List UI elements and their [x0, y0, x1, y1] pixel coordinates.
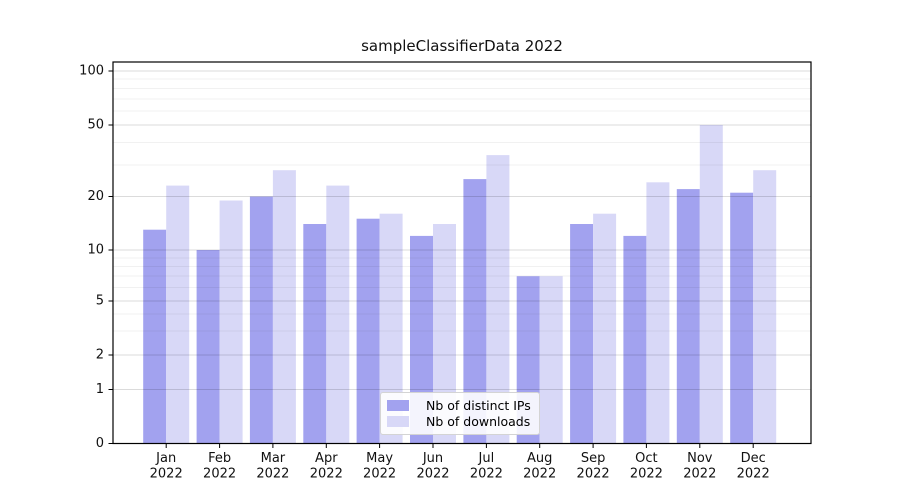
axes-spines — [112, 61, 812, 445]
bar-sep-downloads — [593, 213, 617, 444]
x-tick-label: Feb 2022 — [203, 451, 236, 482]
x-tick-label: Mar 2022 — [256, 451, 289, 482]
bar-jan-downloads — [166, 185, 190, 444]
x-tick-label: Apr 2022 — [310, 451, 343, 482]
legend-item-downloads: Nb of downloads — [387, 414, 530, 429]
bar-may-downloads — [379, 213, 403, 444]
x-tick-label: Aug 2022 — [523, 451, 556, 482]
y-tick-label: 5 — [96, 294, 104, 309]
bar-feb-distinct-ips — [196, 250, 220, 444]
bar-jan-distinct-ips — [143, 229, 167, 444]
bar-oct-downloads — [646, 182, 670, 444]
x-tick-label: Nov 2022 — [683, 451, 716, 482]
y-tick-label: 100 — [79, 64, 104, 79]
bar-jul-distinct-ips — [463, 179, 487, 444]
y-tick-label: 1 — [96, 382, 104, 397]
bar-aug-downloads — [539, 276, 563, 444]
bar-jun-distinct-ips — [410, 235, 433, 444]
legend-swatch-downloads — [387, 415, 409, 427]
y-tick-label: 10 — [87, 243, 104, 258]
bar-feb-downloads — [219, 200, 243, 444]
bar-dec-downloads — [753, 170, 777, 444]
bar-nov-distinct-ips — [676, 189, 700, 444]
y-tick-label: 0 — [96, 436, 104, 451]
legend-label-distinct-ips: Nb of distinct IPs — [426, 398, 531, 414]
chart-title: sampleClassifierData 2022 — [361, 37, 563, 55]
bar-sep-distinct-ips — [570, 224, 594, 444]
bar-jul-downloads — [486, 155, 510, 444]
bar-may-distinct-ips — [356, 218, 380, 444]
bar-apr-distinct-ips — [303, 224, 327, 444]
bar-jun-downloads — [433, 224, 456, 444]
y-tick-label: 20 — [87, 189, 104, 204]
bar-mar-distinct-ips — [249, 196, 273, 444]
legend-label-downloads: Nb of downloads — [426, 413, 531, 429]
y-tick-label: 2 — [96, 348, 104, 363]
x-tick-label: Jan 2022 — [150, 451, 183, 482]
chart-legend: Nb of distinct IPs Nb of downloads — [380, 392, 540, 435]
y-tick-label: 50 — [87, 118, 104, 133]
x-tick-label: Jul 2022 — [470, 451, 503, 482]
x-tick-label: Sep 2022 — [577, 451, 610, 482]
legend-item-distinct-ips: Nb of distinct IPs — [387, 398, 531, 414]
x-tick-label: Oct 2022 — [630, 451, 663, 482]
bar-dec-distinct-ips — [730, 192, 754, 444]
x-tick-label: Jun 2022 — [416, 451, 449, 482]
x-tick-label: Dec 2022 — [737, 451, 770, 482]
bar-oct-distinct-ips — [623, 235, 647, 444]
bar-nov-downloads — [699, 125, 723, 444]
legend-swatch-distinct-ips — [387, 400, 409, 412]
bar-apr-downloads — [326, 185, 350, 444]
x-tick-label: May 2022 — [363, 451, 396, 482]
bar-mar-downloads — [272, 170, 296, 444]
